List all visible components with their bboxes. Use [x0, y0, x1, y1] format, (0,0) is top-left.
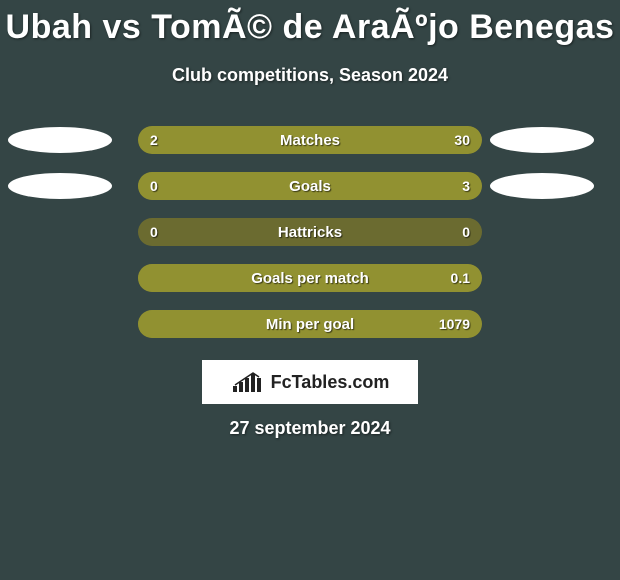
stat-label: Goals per match: [138, 264, 482, 292]
page-title: Ubah vs TomÃ© de AraÃºjo Benegas: [0, 8, 620, 47]
stat-left-value: 0: [150, 172, 158, 200]
stat-bar: Min per goal1079: [138, 310, 482, 338]
stat-bar: Hattricks0 0: [138, 218, 482, 246]
stat-left-value: 0: [150, 218, 158, 246]
left-ellipse: [8, 127, 112, 153]
stat-row: Hattricks0 0: [0, 218, 620, 246]
stat-left-value: 2: [150, 126, 158, 154]
comparison-card: Ubah vs TomÃ© de AraÃºjo Benegas Club co…: [0, 0, 620, 439]
logo-text: FcTables.com: [271, 372, 390, 393]
stat-label: Hattricks: [138, 218, 482, 246]
stat-row: Goals per match0.1: [0, 264, 620, 292]
stat-row: Goals0 3: [0, 172, 620, 200]
stat-right-value: 0: [462, 218, 470, 246]
logo-box: FcTables.com: [202, 360, 418, 404]
stat-label: Matches: [138, 126, 482, 154]
subtitle: Club competitions, Season 2024: [0, 65, 620, 86]
stat-right-value: 30: [454, 126, 470, 154]
stat-bar: Matches2 30: [138, 126, 482, 154]
stat-right-value: 1079: [439, 310, 470, 338]
stat-right-value: 0.1: [451, 264, 470, 292]
stat-right-value: 3: [462, 172, 470, 200]
stat-label: Min per goal: [138, 310, 482, 338]
date-text: 27 september 2024: [0, 418, 620, 439]
stat-bar: Goals0 3: [138, 172, 482, 200]
logo: FcTables.com: [231, 370, 390, 394]
stat-rows: Matches230Goals03Hattricks00Goals per ma…: [0, 126, 620, 338]
stat-label: Goals: [138, 172, 482, 200]
left-ellipse: [8, 173, 112, 199]
stat-row: Matches2 30: [0, 126, 620, 154]
stat-bar: Goals per match0.1: [138, 264, 482, 292]
bar-chart-icon: [231, 370, 265, 394]
stat-row: Min per goal1079: [0, 310, 620, 338]
right-ellipse: [490, 127, 594, 153]
right-ellipse: [490, 173, 594, 199]
